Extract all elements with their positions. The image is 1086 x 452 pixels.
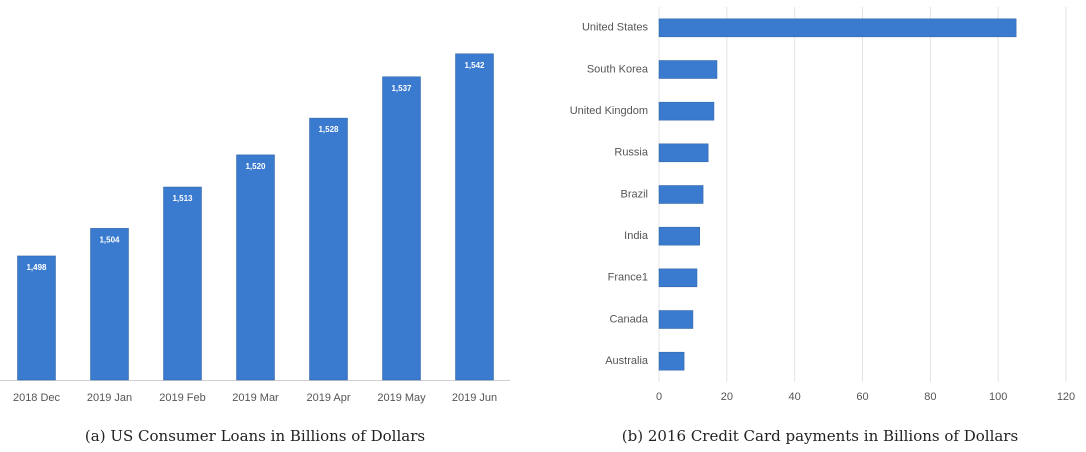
y-tick-label: Brazil xyxy=(620,188,648,200)
bar xyxy=(658,351,685,371)
y-tick-label: Russia xyxy=(614,147,649,159)
y-tick-label: Canada xyxy=(609,313,648,325)
bar xyxy=(658,101,715,121)
x-tick-label: 0 xyxy=(656,391,662,403)
x-tick-label: 2019 Mar xyxy=(232,392,279,404)
bar xyxy=(658,310,694,329)
y-tick-label: France1 xyxy=(608,272,648,284)
bar xyxy=(309,117,348,381)
value-label: 1,498 xyxy=(26,263,47,272)
y-tick-label: United States xyxy=(582,22,649,34)
x-tick-label: 20 xyxy=(721,391,733,403)
bar xyxy=(163,186,202,381)
x-tick-label: 2019 May xyxy=(377,392,426,404)
bar xyxy=(658,18,1017,38)
y-tick-label: Australia xyxy=(605,355,649,367)
x-tick-label: 120 xyxy=(1057,391,1075,403)
value-label: 1,520 xyxy=(245,162,266,171)
bar xyxy=(658,185,704,204)
bar xyxy=(455,53,494,381)
bar xyxy=(658,268,698,288)
x-tick-label: 2019 Jun xyxy=(452,392,497,404)
x-tick-label: 100 xyxy=(989,391,1007,403)
x-tick-label: 2019 Apr xyxy=(306,392,350,404)
bar xyxy=(382,76,421,381)
y-tick-label: South Korea xyxy=(587,63,649,75)
y-tick-label: United Kingdom xyxy=(570,105,648,117)
value-label: 1,542 xyxy=(464,61,485,70)
bar xyxy=(236,154,275,381)
x-tick-label: 2019 Jan xyxy=(87,392,132,404)
value-label: 1,513 xyxy=(172,194,193,203)
x-tick-label: 60 xyxy=(856,391,868,403)
x-tick-label: 2018 Dec xyxy=(13,392,61,404)
caption: (a) US Consumer Loans in Billions of Dol… xyxy=(85,427,425,445)
bar xyxy=(658,143,709,163)
bar xyxy=(90,228,129,381)
x-tick-label: 40 xyxy=(789,391,801,403)
value-label: 1,504 xyxy=(99,235,120,244)
bar xyxy=(658,60,718,79)
bar xyxy=(658,226,700,246)
caption: (b) 2016 Credit Card payments in Billion… xyxy=(622,427,1018,445)
value-label: 1,537 xyxy=(391,84,412,93)
bar xyxy=(17,255,56,381)
x-tick-label: 80 xyxy=(924,391,936,403)
x-tick-label: 2019 Feb xyxy=(159,392,205,404)
y-tick-label: India xyxy=(624,230,649,242)
value-label: 1,528 xyxy=(318,125,339,134)
